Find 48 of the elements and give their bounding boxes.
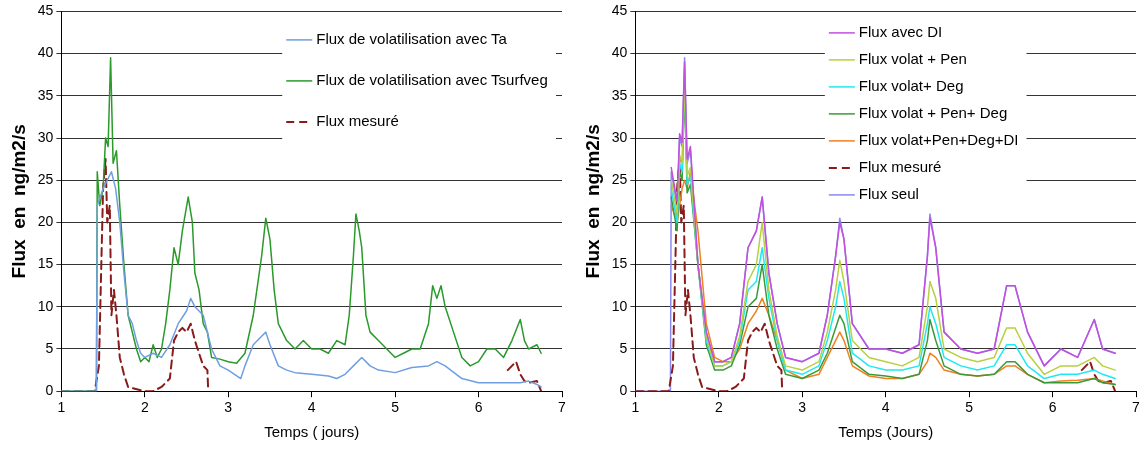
legend-label: Flux de volatilisation avec Ta — [316, 30, 508, 48]
y-tick-label: 30 — [611, 128, 628, 145]
y-axis-title: Flux en ng/m2/s — [7, 124, 29, 279]
legend-label: Flux avec DI — [858, 23, 943, 41]
y-tick-label: 20 — [611, 213, 628, 230]
x-tick-label: 6 — [1048, 399, 1057, 416]
y-tick-label: 5 — [619, 339, 628, 356]
x-tick-label: 3 — [798, 399, 807, 416]
y-tick-label: 0 — [619, 382, 628, 399]
y-tick-label: 35 — [611, 86, 628, 103]
legend-label: Flux volat + Pen+ Deg — [858, 104, 1008, 122]
x-axis-title: Temps ( jours) — [264, 423, 360, 441]
x-tick-label: 2 — [140, 399, 149, 416]
x-tick-label: 7 — [1132, 399, 1141, 416]
x-tick-label: 5 — [391, 399, 400, 416]
legend-label: Flux volat+ Deg — [858, 77, 964, 95]
y-axis-title: Flux en ng/m2/s — [581, 124, 603, 279]
x-tick-label: 3 — [224, 399, 233, 416]
y-tick-label: 5 — [45, 339, 54, 356]
legend-label: Flux volat + Pen — [858, 50, 967, 68]
y-tick-label: 10 — [611, 297, 628, 314]
x-tick-label: 1 — [57, 399, 66, 416]
legend-label: Flux mesuré — [858, 158, 942, 176]
y-tick-label: 25 — [611, 171, 628, 188]
x-tick-label: 6 — [474, 399, 483, 416]
legend-label: Flux seul — [858, 185, 919, 203]
y-tick-label: 40 — [37, 44, 54, 61]
x-tick-label: 5 — [965, 399, 974, 416]
x-axis-title: Temps (Jours) — [838, 423, 934, 441]
legend-label: Flux mesuré — [316, 112, 399, 130]
y-tick-label: 10 — [37, 297, 54, 314]
y-tick-label: 15 — [611, 255, 628, 272]
y-tick-label: 45 — [37, 2, 54, 19]
y-tick-label: 20 — [37, 213, 54, 230]
x-tick-label: 4 — [307, 399, 316, 416]
x-tick-label: 2 — [714, 399, 723, 416]
legend-label: Flux volat+Pen+Deg+DI — [858, 131, 1019, 149]
y-tick-label: 15 — [37, 255, 54, 272]
y-tick-label: 35 — [37, 86, 54, 103]
y-tick-label: 40 — [611, 44, 628, 61]
y-tick-label: 0 — [45, 382, 54, 399]
legend-label: Flux de volatilisation avec Tsurfveg — [316, 71, 548, 89]
x-tick-label: 7 — [558, 399, 567, 416]
y-tick-label: 45 — [611, 2, 628, 19]
y-tick-label: 30 — [37, 128, 54, 145]
y-tick-label: 25 — [37, 171, 54, 188]
x-tick-label: 1 — [631, 399, 640, 416]
x-tick-label: 4 — [881, 399, 890, 416]
